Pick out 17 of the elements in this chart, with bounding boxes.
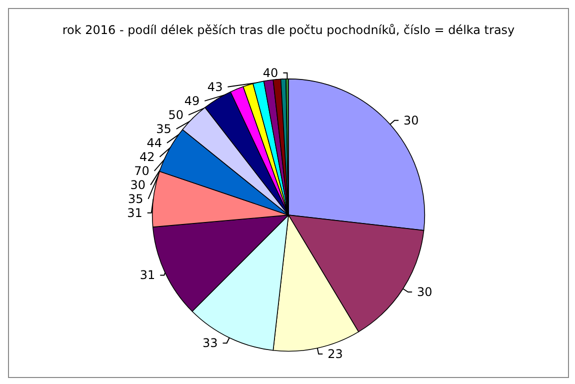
slice-label: 40 bbox=[262, 66, 278, 80]
slice-label: 70 bbox=[134, 164, 150, 178]
slice-label: 30 bbox=[404, 113, 419, 128]
slice-label: 33 bbox=[202, 336, 218, 350]
slice-label: 44 bbox=[146, 136, 162, 150]
slice-label: 42 bbox=[139, 150, 155, 164]
slice-label: 43 bbox=[207, 80, 223, 94]
chart-title: rok 2016 - podíl délek pěších tras dle počtu pochodníků, číslo = délka trasy bbox=[62, 23, 515, 37]
slice-label: 30 bbox=[130, 178, 146, 192]
slice-label: 35 bbox=[156, 122, 172, 136]
slice-label: 31 bbox=[140, 268, 156, 282]
slice-label: 30 bbox=[417, 285, 432, 300]
slice-label: 31 bbox=[127, 206, 142, 220]
slice-label: 35 bbox=[128, 192, 144, 206]
slice-label: 23 bbox=[328, 347, 343, 362]
slice-label: 49 bbox=[184, 94, 200, 108]
slice-label: 50 bbox=[168, 108, 184, 122]
